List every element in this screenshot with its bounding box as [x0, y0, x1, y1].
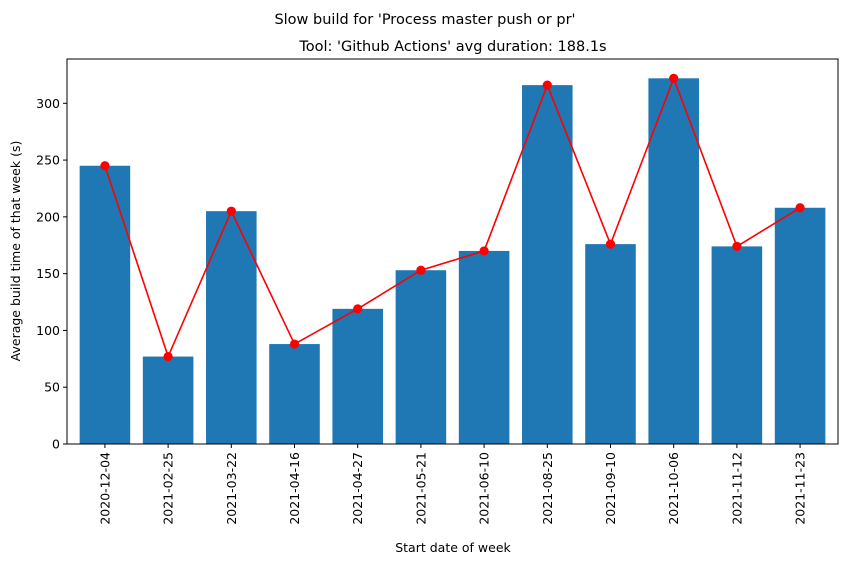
y-tick-label-150: 150: [36, 266, 60, 281]
point-2021-05-21: [416, 265, 426, 275]
y-tick-label-200: 200: [36, 209, 60, 224]
chart-suptitle: Slow build for 'Process master push or p…: [274, 12, 575, 28]
bar-2021-11-23: [774, 207, 826, 444]
x-tick-label-2021-06-10: 2021-06-10: [477, 452, 492, 525]
x-axis-label: Start date of week: [395, 540, 511, 555]
x-tick-label-2021-03-22: 2021-03-22: [224, 452, 239, 525]
bar-2021-10-06: [648, 78, 699, 444]
bar-2021-03-22: [206, 211, 257, 444]
axes-layer: 0 50 100 150 200 250 300 2020-12-04 2021-02-25 20…: [36, 58, 839, 525]
bar-2020-12-04: [79, 165, 131, 444]
y-axis-label: Average build time of that week (s): [8, 141, 23, 362]
bar-2021-08-25: [522, 85, 573, 444]
point-2021-04-27: [353, 304, 363, 314]
plot-frame: [66, 58, 839, 445]
bar-2021-05-21: [395, 270, 447, 444]
x-tick-label-2021-10-06: 2021-10-06: [666, 452, 681, 525]
y-tick-label-250: 250: [36, 153, 60, 168]
point-2021-11-12: [732, 241, 742, 251]
series-line: [104, 76, 801, 359]
point-2020-12-04: [100, 161, 110, 171]
line-layer: [100, 73, 805, 362]
bar-2021-06-10: [458, 250, 510, 444]
x-tick-label-2021-04-16: 2021-04-16: [287, 452, 302, 525]
point-2021-02-25: [163, 351, 173, 362]
bar-2021-09-10: [585, 244, 636, 444]
x-tick-label-2021-05-21: 2021-05-21: [413, 452, 428, 525]
bar-2021-02-25: [142, 356, 194, 444]
y-tick-label-0: 0: [52, 437, 60, 452]
point-2021-04-16: [289, 339, 300, 349]
point-2021-10-06: [669, 73, 679, 83]
bar-2021-04-16: [269, 344, 320, 444]
point-2021-08-25: [542, 80, 552, 90]
bar-2021-04-27: [332, 308, 383, 444]
x-tick-label-2021-08-25: 2021-08-25: [540, 452, 555, 525]
bars-layer: [79, 78, 826, 444]
y-tick-label-50: 50: [44, 380, 60, 395]
x-tick-label-2020-12-04: 2020-12-04: [97, 452, 112, 525]
x-tick-label-2021-02-25: 2021-02-25: [161, 452, 176, 525]
x-tick-label-2021-04-27: 2021-04-27: [350, 452, 365, 525]
point-2021-06-10: [479, 246, 489, 256]
y-tick-label-100: 100: [36, 323, 60, 338]
x-tick-label-2021-11-23: 2021-11-23: [793, 452, 808, 525]
bar-2021-11-12: [711, 246, 763, 444]
y-tick-label-300: 300: [36, 96, 60, 111]
point-2021-03-22: [226, 206, 236, 216]
point-2021-09-10: [605, 239, 616, 249]
point-2021-11-23: [795, 203, 805, 213]
chart-title: Tool: 'Github Actions' avg duration: 188…: [298, 39, 606, 55]
x-tick-label-2021-11-12: 2021-11-12: [729, 452, 744, 525]
x-tick-label-2021-09-10: 2021-09-10: [603, 452, 618, 525]
